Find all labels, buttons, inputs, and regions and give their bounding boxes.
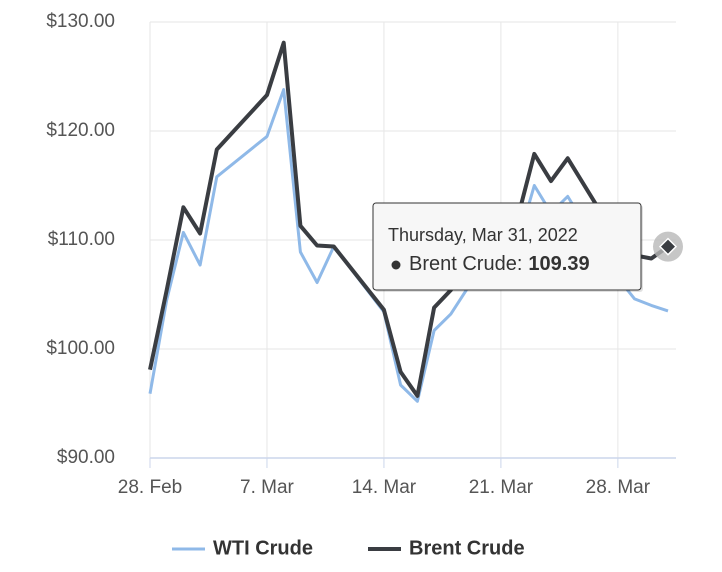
x-tick-label: 21. Mar	[469, 477, 534, 498]
y-tick-label: $100.00	[46, 338, 115, 359]
legend-item[interactable]: WTI Crude	[172, 537, 313, 559]
tooltip-separator: :	[517, 253, 523, 275]
tooltip: Thursday, Mar 31, 2022 Brent Crude: 109.39	[372, 202, 643, 292]
tooltip-series: Brent Crude	[409, 253, 517, 275]
tooltip-line: Brent Crude: 109.39	[409, 253, 590, 275]
legend-item[interactable]: Brent Crude	[368, 537, 525, 559]
tooltip-box	[372, 202, 642, 291]
tooltip-value: 109.39	[528, 253, 589, 275]
y-tick-label: $120.00	[46, 120, 115, 141]
tooltip-date: Thursday, Mar 31, 2022	[388, 225, 578, 245]
hover-marker	[658, 237, 678, 256]
y-tick-label: $130.00	[46, 11, 115, 32]
legend-label[interactable]: Brent Crude	[409, 537, 525, 559]
series-line	[148, 40, 670, 398]
legend-label[interactable]: WTI Crude	[213, 537, 313, 559]
x-tick-label: 7. Mar	[240, 477, 295, 498]
y-tick-label: $90.00	[57, 447, 115, 468]
tooltip-bullet	[391, 260, 401, 270]
x-tick-label: 28. Feb	[118, 477, 182, 498]
x-tick-label: 28. Mar	[586, 477, 651, 498]
y-tick-label: $110.00	[48, 229, 115, 250]
x-tick-label: 14. Mar	[352, 477, 417, 498]
